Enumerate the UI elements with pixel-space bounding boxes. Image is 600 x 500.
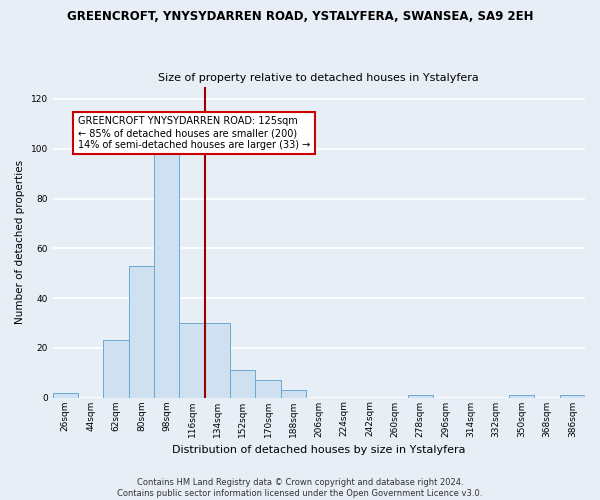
Bar (129, 266, 154, 398)
Bar (179, 323, 205, 398)
X-axis label: Distribution of detached houses by size in Ystalyfera: Distribution of detached houses by size … (172, 445, 466, 455)
Bar (281, 390, 306, 398)
Text: GREENCROFT YNYSYDARREN ROAD: 125sqm
← 85% of detached houses are smaller (200)
1: GREENCROFT YNYSYDARREN ROAD: 125sqm ← 85… (78, 116, 310, 150)
Bar (407, 395, 433, 398)
Bar (560, 395, 585, 398)
Bar (154, 154, 179, 398)
Title: Size of property relative to detached houses in Ystalyfera: Size of property relative to detached ho… (158, 73, 479, 83)
Bar (103, 340, 129, 398)
Y-axis label: Number of detached properties: Number of detached properties (15, 160, 25, 324)
Bar (53, 392, 78, 398)
Bar (205, 323, 230, 398)
Bar (256, 380, 281, 398)
Text: GREENCROFT, YNYSYDARREN ROAD, YSTALYFERA, SWANSEA, SA9 2EH: GREENCROFT, YNYSYDARREN ROAD, YSTALYFERA… (67, 10, 533, 23)
Bar (509, 395, 535, 398)
Bar (230, 370, 256, 398)
Text: Contains HM Land Registry data © Crown copyright and database right 2024.
Contai: Contains HM Land Registry data © Crown c… (118, 478, 482, 498)
